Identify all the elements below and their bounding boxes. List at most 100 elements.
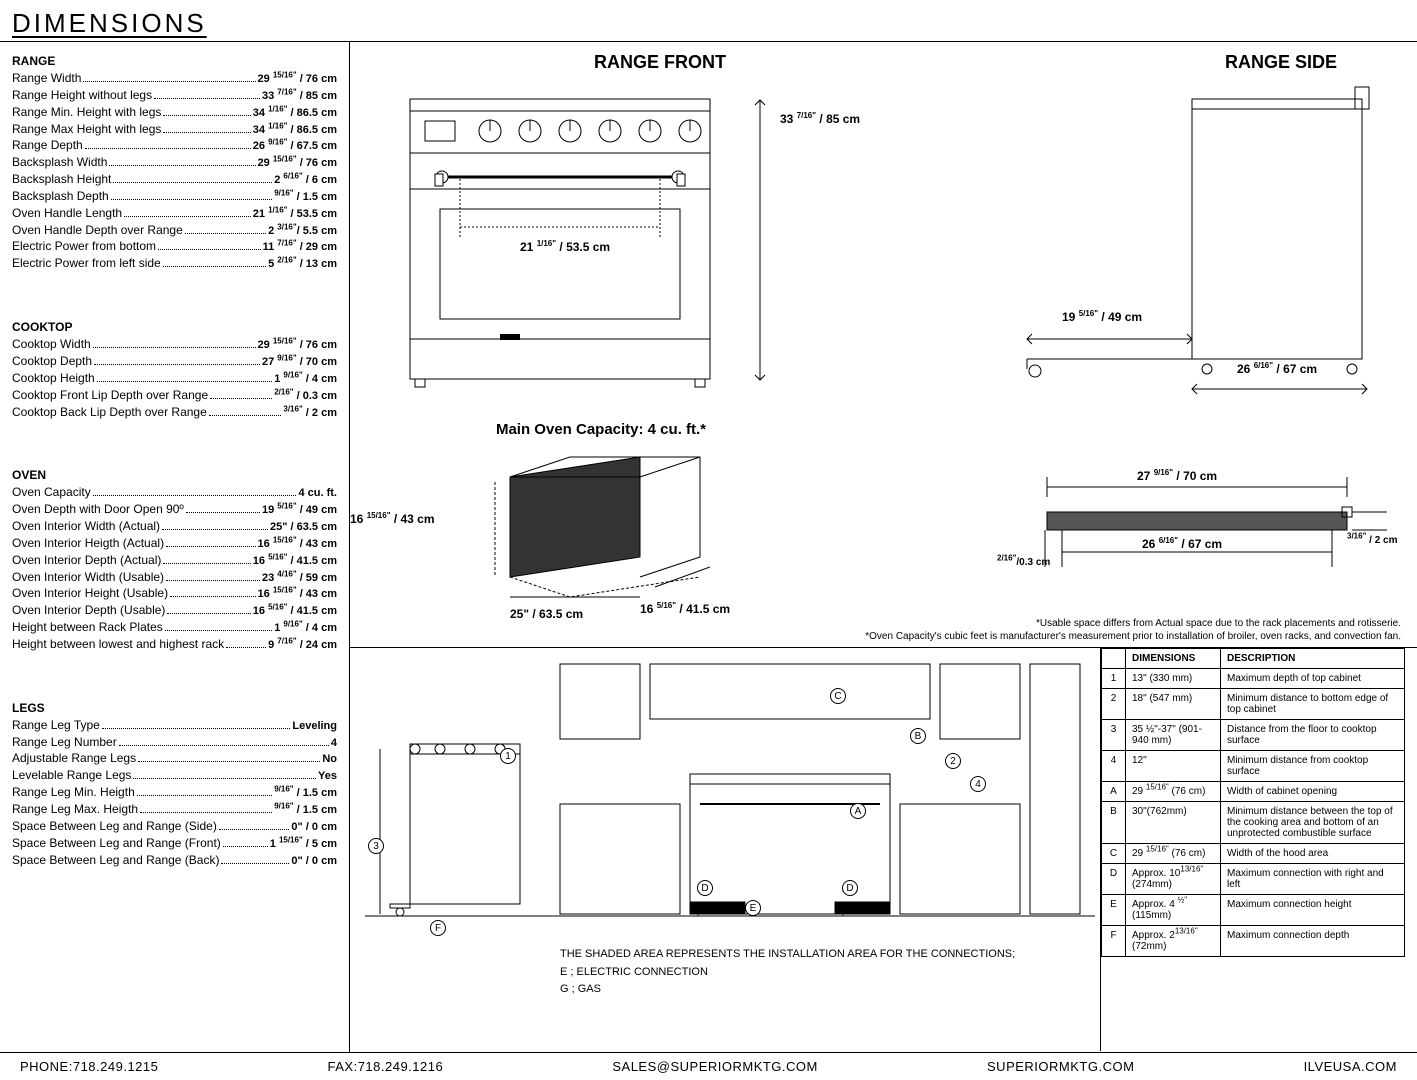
spec-value: 29 15/16" / 76 cm bbox=[258, 338, 337, 353]
install-dim: 12" bbox=[1126, 751, 1221, 782]
spec-legs: LEGS Range Leg Type Leveling Range Leg Num… bbox=[12, 701, 337, 869]
install-key: E bbox=[1102, 895, 1126, 926]
table-row: B30"(762mm)Minimum distance between the … bbox=[1102, 802, 1405, 844]
spec-value: 34 1/16" / 86.5 cm bbox=[253, 106, 337, 121]
spec-value: Yes bbox=[318, 769, 337, 784]
spec-label: Oven Depth with Door Open 90º bbox=[12, 501, 184, 517]
spec-label: Cooktop Heigth bbox=[12, 370, 95, 386]
spec-row: Range Width29 15/16" / 76 cm bbox=[12, 70, 337, 87]
side-depth-label: 26 6/16" / 67 cm bbox=[1237, 362, 1317, 376]
label-2: 2 bbox=[945, 753, 961, 769]
spec-label: Cooktop Depth bbox=[12, 353, 92, 369]
spec-row: Oven Interior Width (Usable)23 4/16" / 5… bbox=[12, 569, 337, 586]
spec-range-title: RANGE bbox=[12, 54, 337, 68]
oven-h-label: 16 15/16" / 43 cm bbox=[350, 512, 435, 526]
table-row: 113" (330 mm)Maximum depth of top cabine… bbox=[1102, 669, 1405, 689]
install-dim: 13" (330 mm) bbox=[1126, 669, 1221, 689]
spec-value: 1 9/16" / 4 cm bbox=[274, 372, 337, 387]
label-F: F bbox=[430, 920, 446, 936]
spec-row: Height between Rack Plates1 9/16" / 4 cm bbox=[12, 619, 337, 636]
oven-d-label: 16 5/16" / 41.5 cm bbox=[640, 602, 730, 616]
label-D2: D bbox=[842, 880, 858, 896]
spec-value: 0" / 0 cm bbox=[291, 854, 337, 869]
spec-label: Electric Power from left side bbox=[12, 255, 161, 271]
spec-label: Range Min. Height with legs bbox=[12, 104, 161, 120]
spec-row: Range Leg Type Leveling bbox=[12, 717, 337, 734]
table-row: DApprox. 1013/16" (274mm)Maximum connect… bbox=[1102, 864, 1405, 895]
install-desc: Distance from the floor to cooktop surfa… bbox=[1221, 720, 1405, 751]
spec-row: Oven Interior Depth (Usable)16 5/16" / 4… bbox=[12, 602, 337, 619]
install-desc: Maximum connection height bbox=[1221, 895, 1405, 926]
footnote-2: *Oven Capacity's cubic feet is manufactu… bbox=[865, 630, 1401, 643]
spec-value: 2 6/16" / 6 cm bbox=[274, 173, 337, 188]
spec-row: Backsplash Depth9/16" / 1.5 cm bbox=[12, 188, 337, 205]
spec-row: Range Height without legs33 7/16" / 85 c… bbox=[12, 87, 337, 104]
label-1: 1 bbox=[500, 748, 516, 764]
install-notes: THE SHADED AREA REPRESENTS THE INSTALLAT… bbox=[560, 946, 1015, 999]
label-EG1: E,G bbox=[690, 906, 707, 917]
spec-value: 9/16" / 1.5 cm bbox=[274, 190, 337, 205]
spec-row: Range Max Height with legs34 1/16" / 86.… bbox=[12, 121, 337, 138]
spec-label: Backsplash Height bbox=[12, 171, 111, 187]
spec-label: Oven Interior Depth (Usable) bbox=[12, 602, 165, 618]
spec-value: 1 15/16" / 5 cm bbox=[270, 837, 337, 852]
spec-row: Oven Interior Width (Actual)25" / 63.5 c… bbox=[12, 518, 337, 535]
spec-value: 1 9/16" / 4 cm bbox=[274, 621, 337, 636]
spec-value: 34 1/16" / 86.5 cm bbox=[253, 123, 337, 138]
spec-value: 21 1/16" / 53.5 cm bbox=[253, 207, 337, 222]
table-row: EApprox. 4 ½" (115mm)Maximum connection … bbox=[1102, 895, 1405, 926]
spec-row: Range Leg Max. Heigth9/16" / 1.5 cm bbox=[12, 801, 337, 818]
oven-w-label: 25" / 63.5 cm bbox=[510, 607, 583, 621]
spec-row: Range Leg Min. Heigth9/16" / 1.5 cm bbox=[12, 784, 337, 801]
spec-value: 16 15/16" / 43 cm bbox=[258, 587, 337, 602]
install-dim: 35 ½"-37" (901-940 mm) bbox=[1126, 720, 1221, 751]
spec-value: Leveling bbox=[292, 719, 337, 734]
spec-value: 25" / 63.5 cm bbox=[270, 520, 337, 535]
table-row: C29 15/16" (76 cm)Width of the hood area bbox=[1102, 844, 1405, 864]
install-key: A bbox=[1102, 782, 1126, 802]
spec-label: Cooktop Back Lip Depth over Range bbox=[12, 404, 207, 420]
spec-label: Oven Interior Heigth (Actual) bbox=[12, 535, 164, 551]
spec-row: Space Between Leg and Range (Back)0" / 0… bbox=[12, 852, 337, 869]
spec-row: Cooktop Heigth 1 9/16" / 4 cm bbox=[12, 370, 337, 387]
spec-row: Electric Power from left side5 2/16" / 1… bbox=[12, 255, 337, 272]
label-D1: D bbox=[697, 880, 713, 896]
spec-row: Adjustable Range LegsNo bbox=[12, 750, 337, 767]
spec-value: 29 15/16" / 76 cm bbox=[258, 72, 337, 87]
spec-label: Range Depth bbox=[12, 137, 83, 153]
spec-value: 29 15/16" / 76 cm bbox=[258, 156, 337, 171]
spec-value: 4 cu. ft. bbox=[298, 486, 337, 501]
spec-cooktop: COOKTOP Cooktop Width 29 15/16" / 76 cm Co… bbox=[12, 320, 337, 420]
spec-label: Electric Power from bottom bbox=[12, 238, 156, 254]
install-dim: Approx. 213/16" (72mm) bbox=[1126, 926, 1221, 957]
spec-label: Oven Handle Length bbox=[12, 205, 122, 221]
table-row: A29 15/16" (76 cm)Width of cabinet openi… bbox=[1102, 782, 1405, 802]
install-key: 4 bbox=[1102, 751, 1126, 782]
spec-label: Space Between Leg and Range (Front) bbox=[12, 835, 221, 851]
install-key: D bbox=[1102, 864, 1126, 895]
spec-value: 16 15/16" / 43 cm bbox=[258, 537, 337, 552]
oven-iso-diagram: 16 15/16" / 43 cm 25" / 63.5 cm 16 5/16"… bbox=[410, 447, 710, 630]
spec-value: 9 7/16" / 24 cm bbox=[268, 638, 337, 653]
install-key: F bbox=[1102, 926, 1126, 957]
install-dim: 18" (547 mm) bbox=[1126, 689, 1221, 720]
page-title: DIMENSIONS bbox=[0, 0, 1417, 42]
spec-legs-title: LEGS bbox=[12, 701, 337, 715]
spec-value: 11 7/16" / 29 cm bbox=[263, 240, 337, 255]
spec-value: 4 bbox=[331, 736, 337, 751]
spec-label: Levelable Range Legs bbox=[12, 767, 131, 783]
label-EG2: E,G bbox=[835, 906, 852, 917]
spec-row: Oven Interior Height (Usable)16 15/16" /… bbox=[12, 585, 337, 602]
spec-value: 2/16" / 0.3 cm bbox=[274, 389, 337, 404]
spec-label: Oven Capacity bbox=[12, 484, 91, 500]
range-side-diagram: RANGE SIDE bbox=[967, 52, 1397, 412]
spec-label: Adjustable Range Legs bbox=[12, 750, 136, 766]
spec-row: Oven Interior Heigth (Actual) 16 15/16" /… bbox=[12, 535, 337, 552]
spec-cooktop-title: COOKTOP bbox=[12, 320, 337, 334]
spec-label: Cooktop Width bbox=[12, 336, 91, 352]
spec-label: Range Leg Type bbox=[12, 717, 100, 733]
spec-range: RANGE Range Width29 15/16" / 76 cmRange … bbox=[12, 54, 337, 272]
spec-label: Range Leg Number bbox=[12, 734, 117, 750]
spec-row: Space Between Leg and Range (Front) 1 15/… bbox=[12, 835, 337, 852]
install-note-e: E ; ELECTRIC CONNECTION bbox=[560, 964, 1015, 982]
